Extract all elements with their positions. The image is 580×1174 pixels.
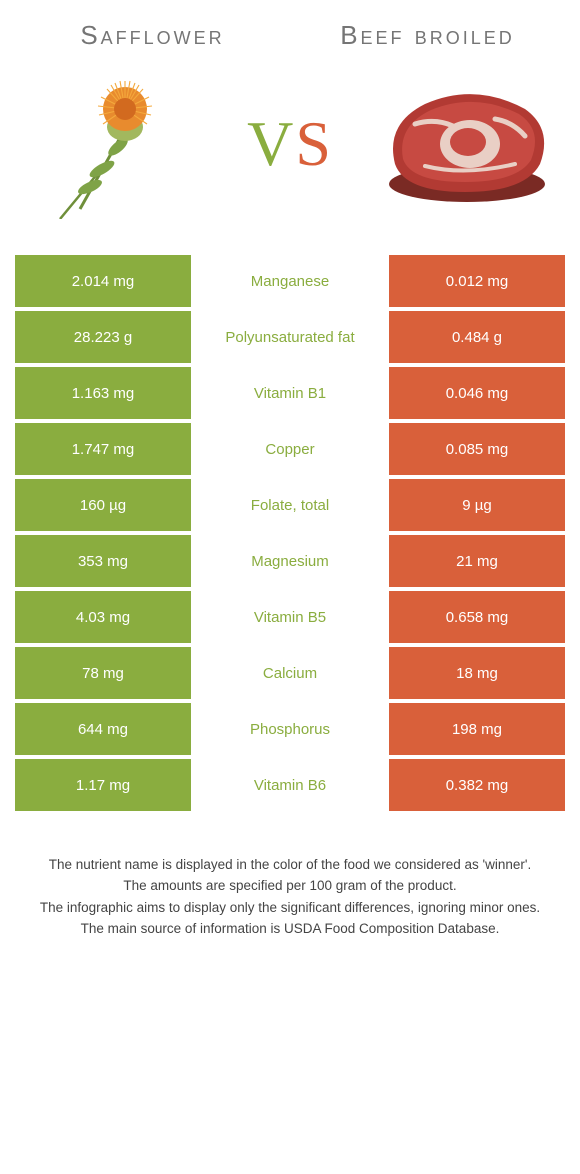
- right-value: 0.382 mg: [389, 759, 565, 811]
- vs-v: V: [247, 108, 295, 179]
- footnote: The amounts are specified per 100 gram o…: [27, 876, 553, 896]
- footnote: The nutrient name is displayed in the co…: [27, 855, 553, 875]
- right-value: 0.012 mg: [389, 255, 565, 307]
- left-value: 1.163 mg: [15, 367, 191, 419]
- left-value: 4.03 mg: [15, 591, 191, 643]
- footnote: The main source of information is USDA F…: [27, 919, 553, 939]
- left-value: 1.17 mg: [15, 759, 191, 811]
- nutrient-name: Magnesium: [191, 535, 389, 587]
- right-value: 198 mg: [389, 703, 565, 755]
- vs-s: S: [295, 108, 333, 179]
- right-value: 21 mg: [389, 535, 565, 587]
- nutrient-name: Vitamin B5: [191, 591, 389, 643]
- nutrient-row: 28.223 gPolyunsaturated fat0.484 g: [15, 311, 565, 363]
- nutrient-name: Calcium: [191, 647, 389, 699]
- right-value: 9 µg: [389, 479, 565, 531]
- nutrient-table: 2.014 mgManganese0.012 mg28.223 gPolyuns…: [15, 251, 565, 815]
- nutrient-row: 353 mgMagnesium21 mg: [15, 535, 565, 587]
- nutrient-row: 78 mgCalcium18 mg: [15, 647, 565, 699]
- left-value: 353 mg: [15, 535, 191, 587]
- right-food-title: Beef broiled: [290, 20, 565, 51]
- left-food-title: Safflower: [15, 20, 290, 51]
- nutrient-row: 2.014 mgManganese0.012 mg: [15, 255, 565, 307]
- left-value: 28.223 g: [15, 311, 191, 363]
- image-row: VS: [15, 69, 565, 219]
- nutrient-row: 4.03 mgVitamin B50.658 mg: [15, 591, 565, 643]
- nutrient-row: 1.17 mgVitamin B60.382 mg: [15, 759, 565, 811]
- nutrient-name: Vitamin B6: [191, 759, 389, 811]
- nutrient-name: Manganese: [191, 255, 389, 307]
- footnote: The infographic aims to display only the…: [27, 898, 553, 918]
- nutrient-row: 160 µgFolate, total9 µg: [15, 479, 565, 531]
- beef-image: [375, 69, 555, 219]
- nutrient-name: Vitamin B1: [191, 367, 389, 419]
- footnotes: The nutrient name is displayed in the co…: [15, 855, 565, 939]
- right-value: 0.085 mg: [389, 423, 565, 475]
- left-value: 78 mg: [15, 647, 191, 699]
- left-value: 160 µg: [15, 479, 191, 531]
- left-value: 1.747 mg: [15, 423, 191, 475]
- nutrient-name: Polyunsaturated fat: [191, 311, 389, 363]
- vs-label: VS: [247, 107, 333, 181]
- right-value: 0.046 mg: [389, 367, 565, 419]
- safflower-image: [25, 69, 205, 219]
- right-value: 0.484 g: [389, 311, 565, 363]
- nutrient-name: Phosphorus: [191, 703, 389, 755]
- left-value: 2.014 mg: [15, 255, 191, 307]
- nutrient-row: 644 mgPhosphorus198 mg: [15, 703, 565, 755]
- nutrient-row: 1.747 mgCopper0.085 mg: [15, 423, 565, 475]
- nutrient-row: 1.163 mgVitamin B10.046 mg: [15, 367, 565, 419]
- nutrient-name: Copper: [191, 423, 389, 475]
- left-value: 644 mg: [15, 703, 191, 755]
- nutrient-name: Folate, total: [191, 479, 389, 531]
- right-value: 18 mg: [389, 647, 565, 699]
- right-value: 0.658 mg: [389, 591, 565, 643]
- header-titles: Safflower Beef broiled: [15, 20, 565, 51]
